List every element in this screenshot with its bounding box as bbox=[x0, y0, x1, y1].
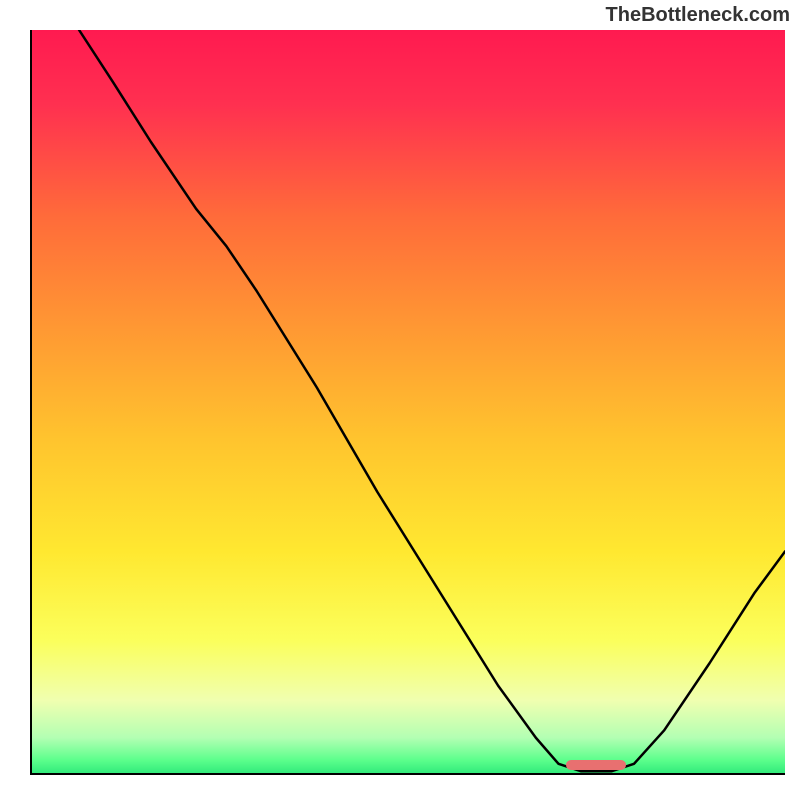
chart-plot-area bbox=[30, 30, 785, 775]
watermark-text: TheBottleneck.com bbox=[606, 4, 790, 27]
optimal-range-marker bbox=[566, 760, 626, 770]
bottleneck-curve bbox=[30, 30, 785, 775]
